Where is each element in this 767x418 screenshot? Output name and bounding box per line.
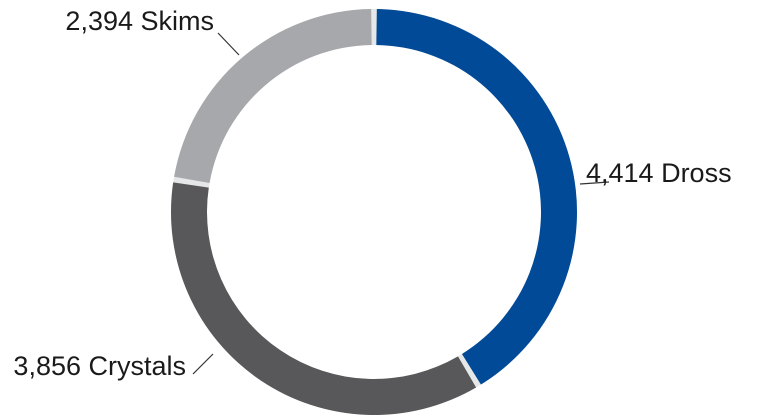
leader-line-skims [217,32,240,56]
slice-label-crystals: 3,856 Crystals [13,351,186,381]
slice-skims [174,9,372,184]
slice-dross [376,9,578,385]
donut-ring [170,9,578,415]
leader-line-crystals [192,353,214,375]
slice-label-skims: 2,394 Skims [65,6,214,36]
slice-label-dross: 4,414 Dross [586,158,732,188]
leader-line-dross [579,181,610,185]
slice-crystals [171,182,477,415]
leader-lines [192,32,610,375]
slice-labels: 4,414 Dross 3,856 Crystals 2,394 Skims [13,6,731,381]
